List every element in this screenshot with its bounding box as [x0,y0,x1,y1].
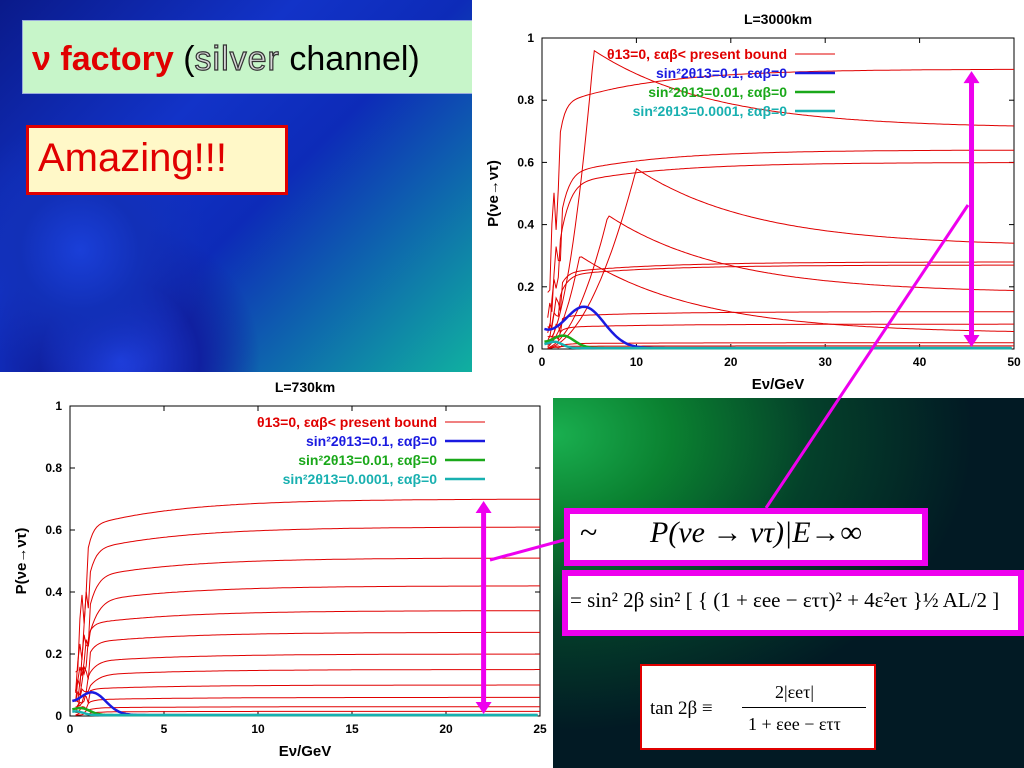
magenta-arrow-head-bottom [963,335,980,347]
title-silver: silver [194,39,280,78]
cyan-curve [72,710,538,717]
title-box [22,20,504,94]
x-tick-label: 0 [539,355,546,369]
x-tick-label: 50 [1007,355,1021,369]
y-axis-label: P(νe→ντ) [485,160,502,227]
y-tick-label: 0.8 [45,461,62,475]
connector-line-top [764,204,970,509]
legend-label: sin²2θ13=0.01, εαβ=0 [298,452,437,468]
y-tick-label: 0.4 [45,585,62,599]
legend-label: sin²2θ13=0.0001, εαβ=0 [633,103,788,119]
y-tick-label: 1 [527,31,534,45]
red-curve [547,68,1014,293]
formula-limit-box [564,508,928,566]
title-channel: channel) [279,40,420,78]
cyan-curve [544,340,1012,350]
red-curve [75,557,540,692]
red-curve [547,261,1014,334]
x-tick-label: 20 [439,722,453,736]
x-axis-label: Eν/GeV [279,743,332,760]
magenta-arrow-head-top [475,501,492,513]
red-curve [75,653,540,708]
y-tick-label: 0.2 [517,280,534,294]
x-tick-label: 20 [724,355,738,369]
plot-730km: L=730km 0 5 10 15 20 25 0 0.2 0.4 0.6 0.8 1 Eν/GeV P(ν… [0,372,553,768]
formula-tan-num: 2|εeτ| [775,682,814,702]
formula-tan-lhs: tan 2β ≡ [650,698,713,719]
red-curve [75,526,540,693]
y-tick-label: 0.8 [517,93,534,107]
formula-limit: P(νe → ντ)|E→∞ [650,516,862,549]
formula-prob-box [562,570,1024,636]
red-curve [547,215,1014,349]
legend-label: sin²2θ13=0.1, εαβ=0 [306,433,437,449]
chart-title: L=3000km [744,11,812,27]
red-curve [547,345,1014,349]
red-curve [75,684,540,710]
connector-line-bottom [489,538,565,562]
x-tick-label: 0 [67,722,74,736]
red-curve [75,706,540,716]
formula-prob: = sin² 2β sin² [ { (1 + εee − εττ)² + 4ε… [570,588,1000,612]
red-curve [547,49,1015,346]
red-curve [547,168,1015,349]
x-tick-label: 10 [630,355,644,369]
magenta-arrow-head-bottom [475,702,492,714]
x-tick-label: 10 [251,722,265,736]
legend-label: sin²2θ13=0.0001, εαβ=0 [283,471,438,487]
x-tick-label: 15 [345,722,359,736]
red-curve [547,264,1014,338]
y-tick-label: 0.6 [517,155,534,169]
y-tick-label: 0.4 [517,218,534,232]
red-curve [75,610,540,702]
legend-label: sin²2θ13=0.01, εαβ=0 [648,84,787,100]
amazing-text: Amazing!!! [38,136,227,180]
plot-3000km: L=3000km 0 10 20 30 40 50 0 0.2 0.4 0.6 0.8 1 Eν/GeV P… [472,0,1024,398]
formula-tan-den: 1 + εee − εττ [748,714,841,734]
chart-title: L=730km [275,379,335,395]
red-curve [547,149,1014,318]
title-nu: ν [32,40,51,78]
y-axis-label: P(νe→ντ) [13,528,30,595]
red-curve [75,710,540,716]
red-curve [75,498,540,673]
x-tick-label: 25 [533,722,547,736]
red-curve [547,256,1014,348]
y-tick-label: 1 [55,399,62,413]
legend-label: θ13=0, εαβ< present bound [257,414,437,430]
x-axis-label: Eν/GeV [752,376,805,393]
red-curve [75,696,540,713]
red-curve [547,311,1014,341]
legend-label: θ13=0, εαβ< present bound [607,46,787,62]
y-tick-label: 0.2 [45,647,62,661]
title-factory: factory [50,40,174,78]
y-tick-label: 0.6 [45,523,62,537]
x-tick-label: 5 [161,722,168,736]
red-curve [75,585,540,703]
amazing-box [26,125,288,195]
y-tick-label: 0 [55,709,62,723]
magenta-arrow-head-top [963,71,980,84]
red-curve [547,323,1014,345]
x-tick-label: 30 [819,355,833,369]
slide-title: ν factory (silver channel) [32,39,420,79]
formula-tilde: ~ [580,514,598,550]
legend-label: sin²2θ13=0.1, εαβ=0 [656,65,787,81]
red-curve [75,631,540,701]
x-tick-label: 40 [913,355,927,369]
red-curve [75,669,540,713]
y-tick-label: 0 [527,342,534,356]
title-open: ( [173,40,195,78]
fraction-bar [742,707,866,708]
red-curve [547,162,1014,330]
